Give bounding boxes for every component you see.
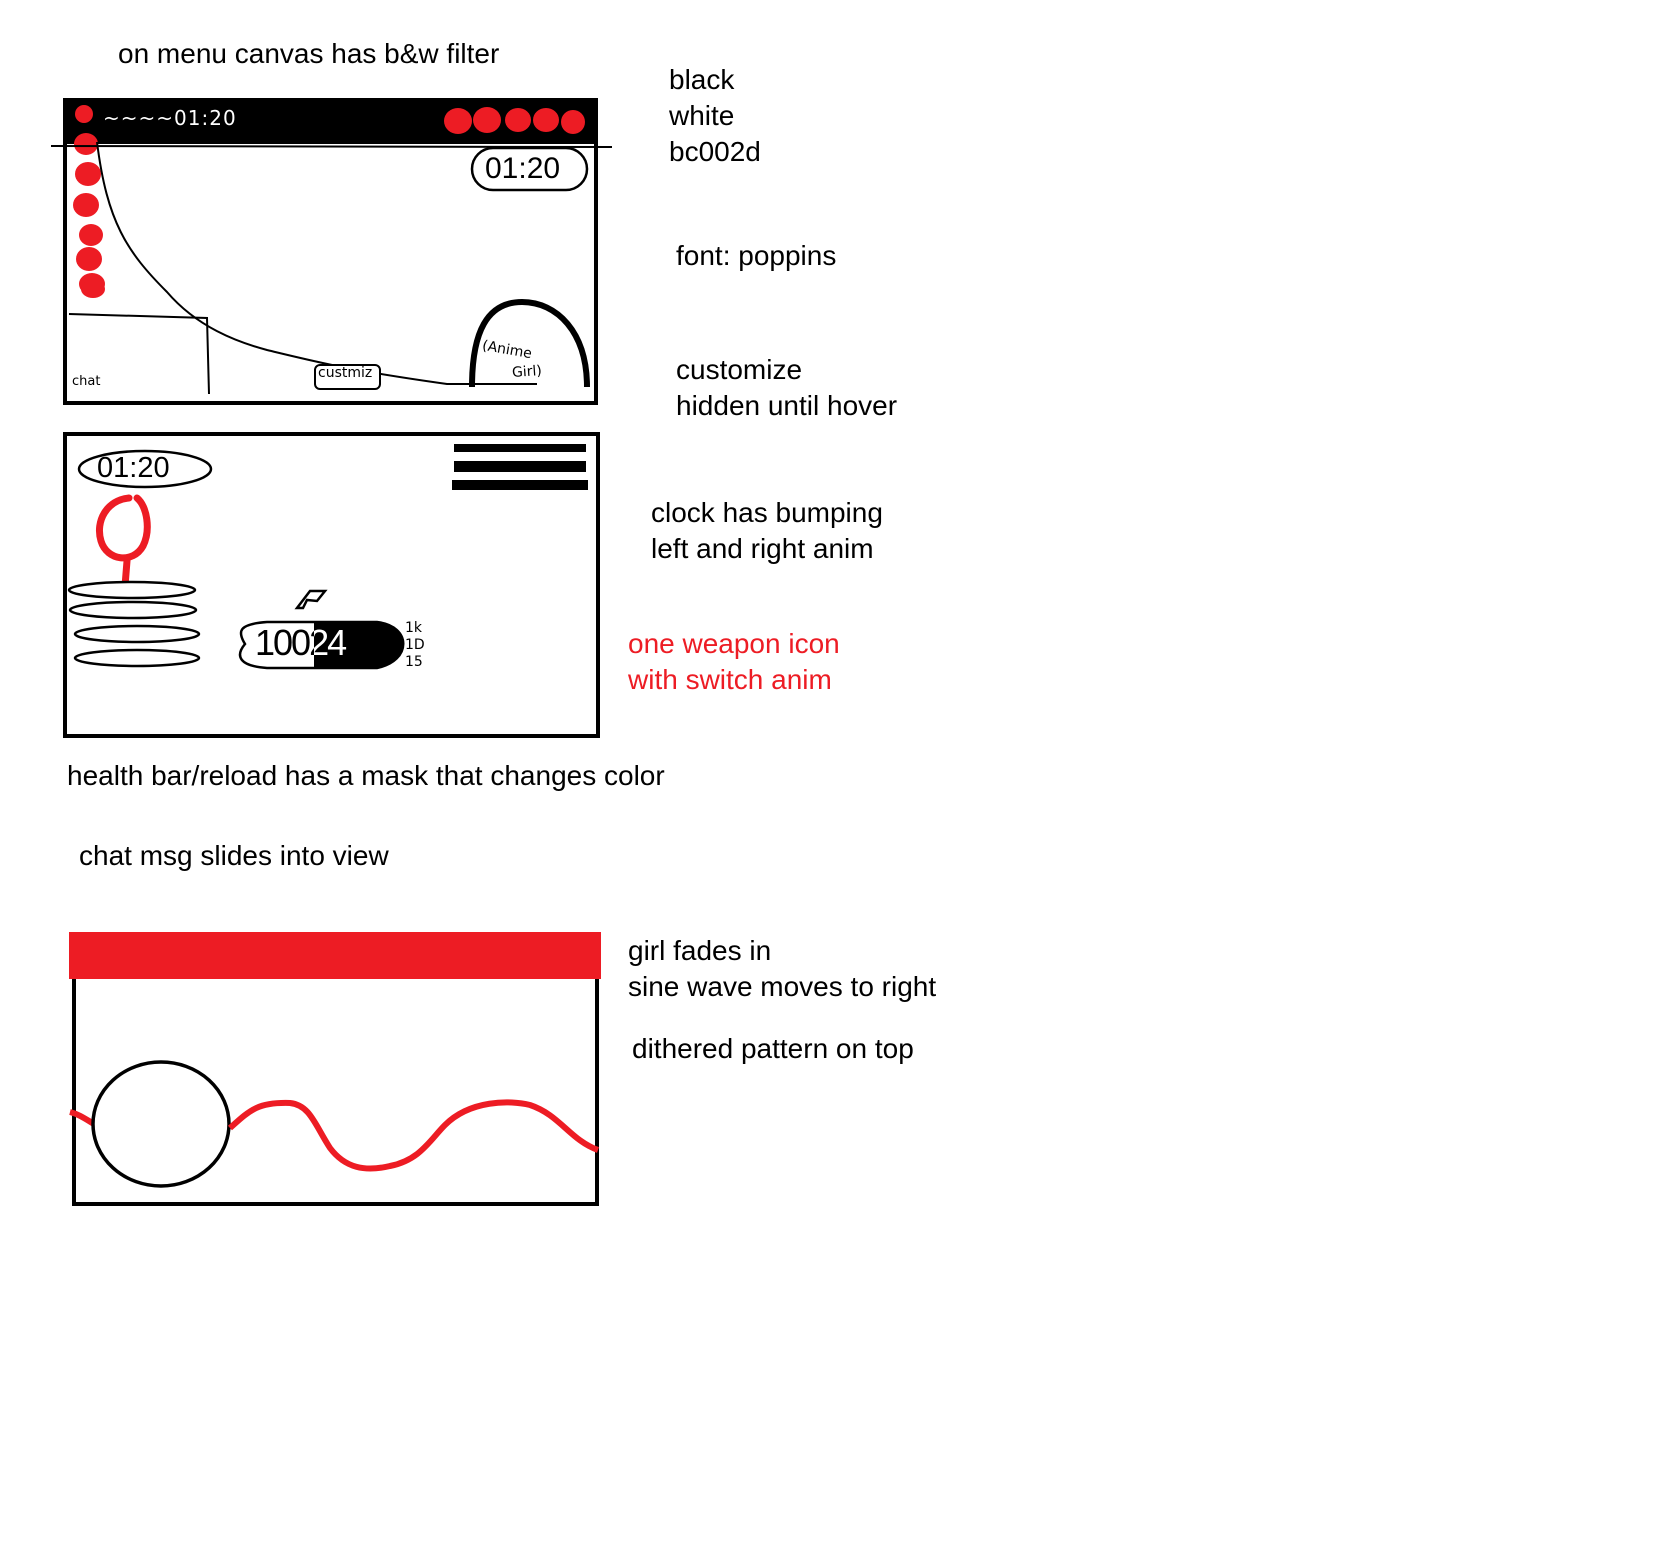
note-girl-line-2: sine wave moves to right bbox=[628, 971, 937, 1002]
menu-side-dots bbox=[73, 105, 105, 298]
menu-sketch-drawing bbox=[50, 105, 613, 395]
note-weapon-line-2: with switch anim bbox=[628, 664, 832, 695]
note-girl: girl fades in sine wave moves to right bbox=[628, 933, 936, 1005]
game-sketch-frame: 01:20 10024 1k 1D 15 bbox=[63, 432, 600, 738]
palette-item-accent: bc002d bbox=[669, 136, 761, 167]
weapon-stat-2: 1D bbox=[405, 637, 425, 653]
note-clock-line-1: clock has bumping bbox=[651, 497, 883, 528]
menu-top-line bbox=[50, 145, 613, 148]
weapon-stats: 1k 1D 15 bbox=[405, 620, 425, 671]
menu-anime-label-2: Girl) bbox=[511, 362, 543, 382]
menu-customize-label: custmiz bbox=[318, 365, 373, 381]
palette-item-black: black bbox=[669, 64, 735, 95]
menu-timer-text: 01:20 bbox=[485, 152, 561, 185]
menu-chat-box bbox=[68, 313, 210, 395]
note-dither: dithered pattern on top bbox=[632, 1033, 914, 1064]
game-timer-text: 01:20 bbox=[97, 452, 170, 484]
note-font: font: poppins bbox=[676, 240, 837, 271]
ammo-bar-mask bbox=[314, 622, 404, 668]
palette-list: black white bc002d bbox=[669, 62, 761, 170]
note-health: health bar/reload has a mask that change… bbox=[67, 760, 665, 791]
menu-sketch-frame: ~~~~01:20 bbox=[50, 98, 613, 405]
player-character-icon bbox=[96, 494, 151, 592]
menu-anime-girl-arc bbox=[469, 298, 590, 388]
weapon-stat-3: 15 bbox=[405, 654, 423, 670]
loading-sketch-frame bbox=[72, 979, 599, 1206]
menu-terrain-line bbox=[96, 141, 537, 385]
menu-top-bar-scribble: ~~~~01:20 bbox=[103, 106, 237, 130]
weapon-icon bbox=[294, 589, 328, 610]
chat-message-bars bbox=[67, 580, 201, 668]
menu-health-dots bbox=[444, 107, 585, 134]
note-clock-line-2: left and right anim bbox=[651, 533, 874, 564]
weapon-stat-1: 1k bbox=[405, 620, 423, 636]
note-chat: chat msg slides into view bbox=[79, 840, 389, 871]
ammo-count: 10024 bbox=[255, 622, 347, 663]
note-customize-line-2: hidden until hover bbox=[676, 390, 898, 421]
note-weapon: one weapon icon with switch anim bbox=[628, 626, 840, 698]
palette-item-white: white bbox=[669, 100, 735, 131]
menu-customize-button[interactable] bbox=[314, 364, 381, 390]
note-customize-line-1: customize bbox=[676, 354, 803, 385]
loading-top-bar bbox=[69, 932, 601, 979]
menu-chat-label: chat bbox=[72, 374, 101, 389]
note-menu-filter: on menu canvas has b&w filter bbox=[118, 38, 500, 69]
game-timer-pill bbox=[77, 449, 213, 489]
note-girl-line-1: girl fades in bbox=[628, 935, 772, 966]
menu-timer-pill bbox=[470, 146, 589, 192]
note-weapon-line-1: one weapon icon bbox=[628, 628, 840, 659]
hamburger-menu-icon[interactable] bbox=[452, 444, 588, 490]
note-clock: clock has bumping left and right anim bbox=[651, 495, 883, 567]
note-customize: customize hidden until hover bbox=[676, 352, 897, 424]
game-sketch-drawing bbox=[67, 444, 588, 670]
